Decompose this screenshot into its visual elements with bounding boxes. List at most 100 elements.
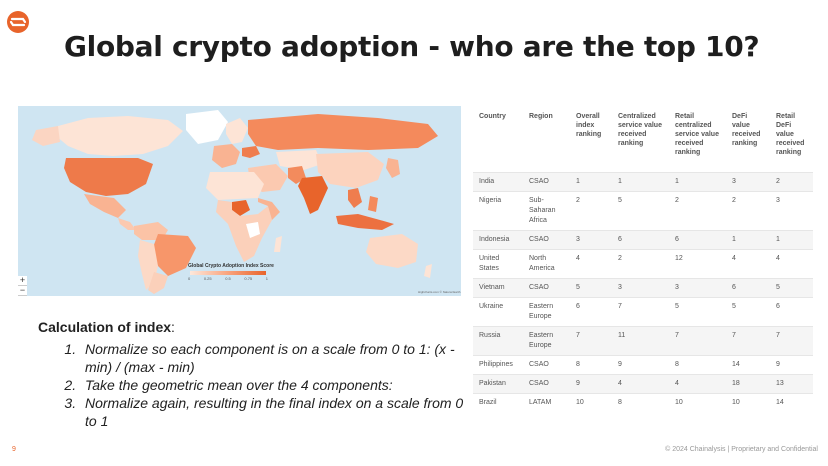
table-cell: 7 [726,325,770,355]
table-cell: 2 [669,190,726,230]
page-number: 9 [12,446,16,453]
table-cell: 2 [612,248,669,278]
table-cell: Nigeria [473,190,523,230]
map-region-australia [366,234,418,268]
table-cell: Pakistan [473,373,523,393]
table-cell: 6 [612,229,669,249]
table-cell: 12 [669,248,726,278]
map-region-mexico [84,194,126,218]
table-cell: 8 [669,354,726,374]
table-cell: 3 [770,190,813,230]
table-cell: 7 [770,325,813,355]
legend-tick: 0 [188,276,191,281]
map-region-ukraine [242,146,260,158]
table-cell: LATAM [523,392,570,412]
map-region-east-africa [258,198,280,220]
table-cell: 1 [570,171,612,191]
map-region-japan-korea [386,158,400,178]
map-region-india [298,176,328,214]
chainalysis-logo [6,10,30,34]
table-cell: Vietnam [473,277,523,297]
table-row: Vietnam CSAO 5 3 3 6 5 [473,277,813,297]
calculation-section: Calculation of index: Normalize so each … [38,319,468,430]
table-cell: 6 [726,277,770,297]
legend-tick: 0.75 [244,276,253,281]
page-title: Global crypto adoption - who are the top… [64,30,760,63]
table-cell: 7 [570,325,612,355]
map-attribution[interactable]: Highcharts.com © Natural Earth [418,290,461,294]
column-header: Overall index ranking [576,113,602,138]
zoom-out-button[interactable]: − [18,285,27,296]
table-cell: 11 [612,325,669,355]
table-cell: 8 [612,392,669,412]
column-header: Country [479,113,506,120]
map-region-russia [248,114,438,150]
table-cell: 13 [770,373,813,393]
table-cell: 10 [570,392,612,412]
map-region-nigeria [232,200,250,216]
column-header: Retail centralized service value receive… [675,113,719,156]
table-cell: 5 [669,296,726,326]
map-region-drc [246,222,260,238]
table-cell: 7 [612,296,669,326]
table-cell: 2 [570,190,612,230]
table-cell: 14 [770,392,813,412]
table-cell: Indonesia [473,229,523,249]
table-row: Ukraine Eastern Europe 6 7 5 5 6 [473,296,813,326]
map-region-scandinavia [226,118,248,144]
table-cell: United States [473,248,523,278]
table-cell: 6 [770,296,813,326]
table-cell: 9 [770,354,813,374]
table-cell: 6 [669,229,726,249]
table-cell: 14 [726,354,770,374]
map-region-central-america [118,218,136,230]
table-row: Indonesia CSAO 3 6 6 1 1 [473,229,813,249]
map-zoom-controls: + − [18,276,27,296]
table-cell: Sub-Saharan Africa [523,190,570,230]
map-region-argentina [148,272,168,294]
map-region-indonesia [336,214,394,230]
calculation-step: Normalize again, resulting in the final … [80,394,468,430]
table-cell: Eastern Europe [523,325,570,355]
column-header: Retail DeFi value received ranking [776,113,805,156]
legend-color-scale [190,271,266,275]
calculation-step: Take the geometric mean over the 4 compo… [80,376,468,394]
world-map[interactable] [18,106,461,296]
footer-copyright: © 2024 Chainalysis | Proprietary and Con… [665,446,818,453]
table-cell: 1 [612,171,669,191]
table-cell: CSAO [523,229,570,249]
calculation-steps: Normalize so each component is on a scal… [38,340,468,430]
map-region-canada [56,116,183,156]
calculation-heading-colon: : [171,319,175,335]
table-cell: 5 [570,277,612,297]
zoom-in-button[interactable]: + [18,275,27,286]
calculation-heading: Calculation of index: [38,319,468,335]
map-legend: Global Crypto Adoption Index Score 0 0.2… [188,263,278,281]
table-cell: 10 [726,392,770,412]
map-region-western-europe [212,144,240,168]
table-cell: Brazil [473,392,523,412]
ranking-table: Country Region Overall index ranking Cen… [473,108,813,412]
table-cell: 10 [669,392,726,412]
column-header: Centralized service value received ranki… [618,113,662,147]
table-cell: 8 [570,354,612,374]
table-cell: 3 [726,171,770,191]
table-cell: 5 [612,190,669,230]
table-body: India CSAO 1 1 1 3 2 Nigeria Sub-Saharan Africa 2… [473,171,813,412]
table-cell: 3 [669,277,726,297]
map-region-united-states [64,158,153,196]
table-row: India CSAO 1 1 1 3 2 [473,171,813,191]
table-cell: India [473,171,523,191]
table-cell: 4 [726,248,770,278]
table-cell: 9 [570,373,612,393]
table-cell: 2 [770,171,813,191]
table-cell: 2 [726,190,770,230]
legend-ticks: 0 0.25 0.5 0.75 1 [188,276,268,281]
table-cell: CSAO [523,354,570,374]
table-cell: 4 [570,248,612,278]
calculation-heading-text: Calculation of index [38,319,172,335]
table-row: Philippines CSAO 8 9 8 14 9 [473,354,813,374]
table-cell: Russia [473,325,523,355]
map-region-central-africa [216,200,272,262]
table-cell: 5 [726,296,770,326]
